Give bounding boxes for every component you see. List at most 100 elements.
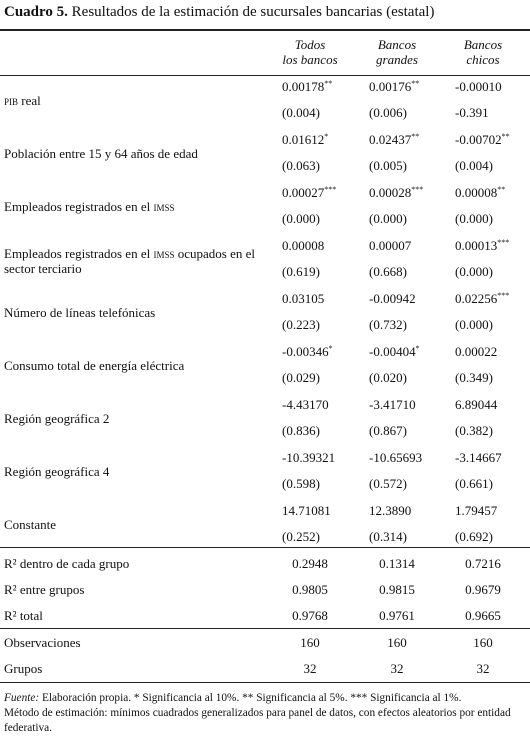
cell: 0.9761 — [379, 608, 415, 623]
coefficient-value: -0.00010 — [455, 79, 502, 94]
coefficient-value: -0.00404 — [369, 344, 416, 359]
column-header-line: Todos — [294, 37, 326, 52]
coefficient: -0.00942 — [369, 291, 416, 306]
row-label: Observaciones — [4, 635, 81, 650]
coefficient: -3.14667 — [455, 450, 502, 465]
significance-stars: *** — [324, 185, 337, 194]
p-value: (0.619) — [282, 264, 320, 279]
coefficient-value: -3.14667 — [455, 450, 502, 465]
coefficient-value: -0.00942 — [369, 291, 416, 306]
p-value: (0.572) — [369, 476, 407, 491]
coefficient-value: 0.00176 — [369, 79, 412, 94]
p-value: (0.000) — [282, 211, 320, 226]
significance-stars: * — [324, 132, 329, 141]
significance-stars: ** — [497, 185, 506, 194]
coefficient: -0.00702** — [455, 132, 510, 147]
coefficient: 6.89044 — [455, 397, 497, 412]
coefficient-value: 0.00027 — [282, 185, 325, 200]
p-value: (0.836) — [282, 423, 320, 438]
p-value: (0.000) — [455, 211, 493, 226]
row-label: Constante — [4, 517, 56, 532]
coefficient-value: -4.43170 — [282, 397, 329, 412]
coefficient: 0.03105 — [282, 291, 324, 306]
coefficient: 0.00022 — [455, 344, 497, 359]
coefficient: 14.71081 — [282, 503, 331, 518]
coefficient-value: 0.02437 — [369, 132, 412, 147]
cell: 0.1314 — [379, 556, 415, 571]
table-number: Cuadro 5. — [4, 4, 68, 20]
coefficient-value: 0.00008 — [282, 238, 325, 253]
cell: 0.9665 — [465, 608, 501, 623]
coefficient-value: 12.3890 — [369, 503, 412, 518]
cell: 160 — [473, 635, 493, 650]
row-label: R² entre grupos — [4, 582, 85, 597]
column-header: Bancos chicos — [438, 37, 528, 67]
rule — [0, 75, 530, 76]
table-title: Resultados de la estimación de sucursale… — [71, 4, 435, 20]
cell: 0.9768 — [292, 608, 328, 623]
row-label: Empleados registrados en el IMSS ocupado… — [4, 246, 255, 276]
p-value: (0.000) — [455, 264, 493, 279]
coefficient: 0.00178** — [282, 79, 332, 94]
row-label: Grupos — [4, 661, 43, 676]
row-label: Número de líneas telefónicas — [4, 305, 156, 320]
coefficient-value: 0.00178 — [282, 79, 325, 94]
p-value: (0.668) — [369, 264, 407, 279]
p-value: (0.005) — [369, 158, 407, 173]
cell: 0.9679 — [465, 582, 501, 597]
coefficient: 0.00008** — [455, 185, 505, 200]
coefficient: 0.01612* — [282, 132, 328, 147]
coefficient: -4.43170 — [282, 397, 329, 412]
significance-stars: *** — [497, 291, 510, 300]
column-header: Bancos grandes — [352, 37, 442, 67]
column-header-line: chicos — [466, 52, 500, 67]
coefficient-value: 1.79457 — [455, 503, 498, 518]
p-value: -0.391 — [455, 105, 489, 120]
cell: 0.9805 — [292, 582, 328, 597]
coefficient: 0.00027*** — [282, 185, 336, 200]
row-label: R² total — [4, 608, 43, 623]
p-value: (0.000) — [455, 317, 493, 332]
coefficient: 0.02437** — [369, 132, 419, 147]
coefficient: 12.3890 — [369, 503, 411, 518]
p-value: (0.000) — [369, 211, 407, 226]
coefficient: -10.39321 — [282, 450, 335, 465]
p-value: (0.223) — [282, 317, 320, 332]
coefficient: 0.02256*** — [455, 291, 509, 306]
p-value: (0.598) — [282, 476, 320, 491]
coefficient: -0.00010 — [455, 79, 502, 94]
significance-stars: ** — [501, 132, 510, 141]
coefficient: 1.79457 — [455, 503, 497, 518]
significance-stars: *** — [411, 185, 424, 194]
coefficient: -0.00404* — [369, 344, 420, 359]
column-header: Todos los bancos — [265, 37, 355, 67]
significance-stars: * — [415, 344, 420, 353]
column-header-line: Bancos — [377, 37, 417, 52]
p-value: (0.063) — [282, 158, 320, 173]
significance-stars: ** — [324, 79, 333, 88]
coefficient-value: 0.01612 — [282, 132, 325, 147]
coefficient: 0.00176** — [369, 79, 419, 94]
coefficient-value: 0.02256 — [455, 291, 498, 306]
row-label: Empleados registrados en el IMSS — [4, 199, 175, 214]
source-text: Elaboración propia. * Significancia al 1… — [41, 692, 462, 704]
p-value: (0.006) — [369, 105, 407, 120]
coefficient-value: 0.00013 — [455, 238, 498, 253]
row-label: Consumo total de energía eléctrica — [4, 358, 185, 373]
p-value: (0.004) — [455, 158, 493, 173]
column-header-line: Bancos — [463, 37, 503, 52]
cell: 32 — [303, 661, 317, 676]
p-value: (0.867) — [369, 423, 407, 438]
row-label: Región geográfica 4 — [4, 464, 110, 479]
row-label: Región geográfica 2 — [4, 411, 110, 426]
coefficient-value: 0.00028 — [369, 185, 412, 200]
footnote-source-line: Fuente: Elaboración propia. * Significan… — [4, 691, 526, 706]
significance-stars: *** — [497, 238, 510, 247]
method-note: Método de estimación: mínimos cuadrados … — [4, 707, 511, 734]
coefficient: -3.41710 — [369, 397, 416, 412]
p-value: (0.661) — [455, 476, 493, 491]
coefficient-value: -0.00346 — [282, 344, 329, 359]
p-value: (0.020) — [369, 370, 407, 385]
p-value: (0.349) — [455, 370, 493, 385]
